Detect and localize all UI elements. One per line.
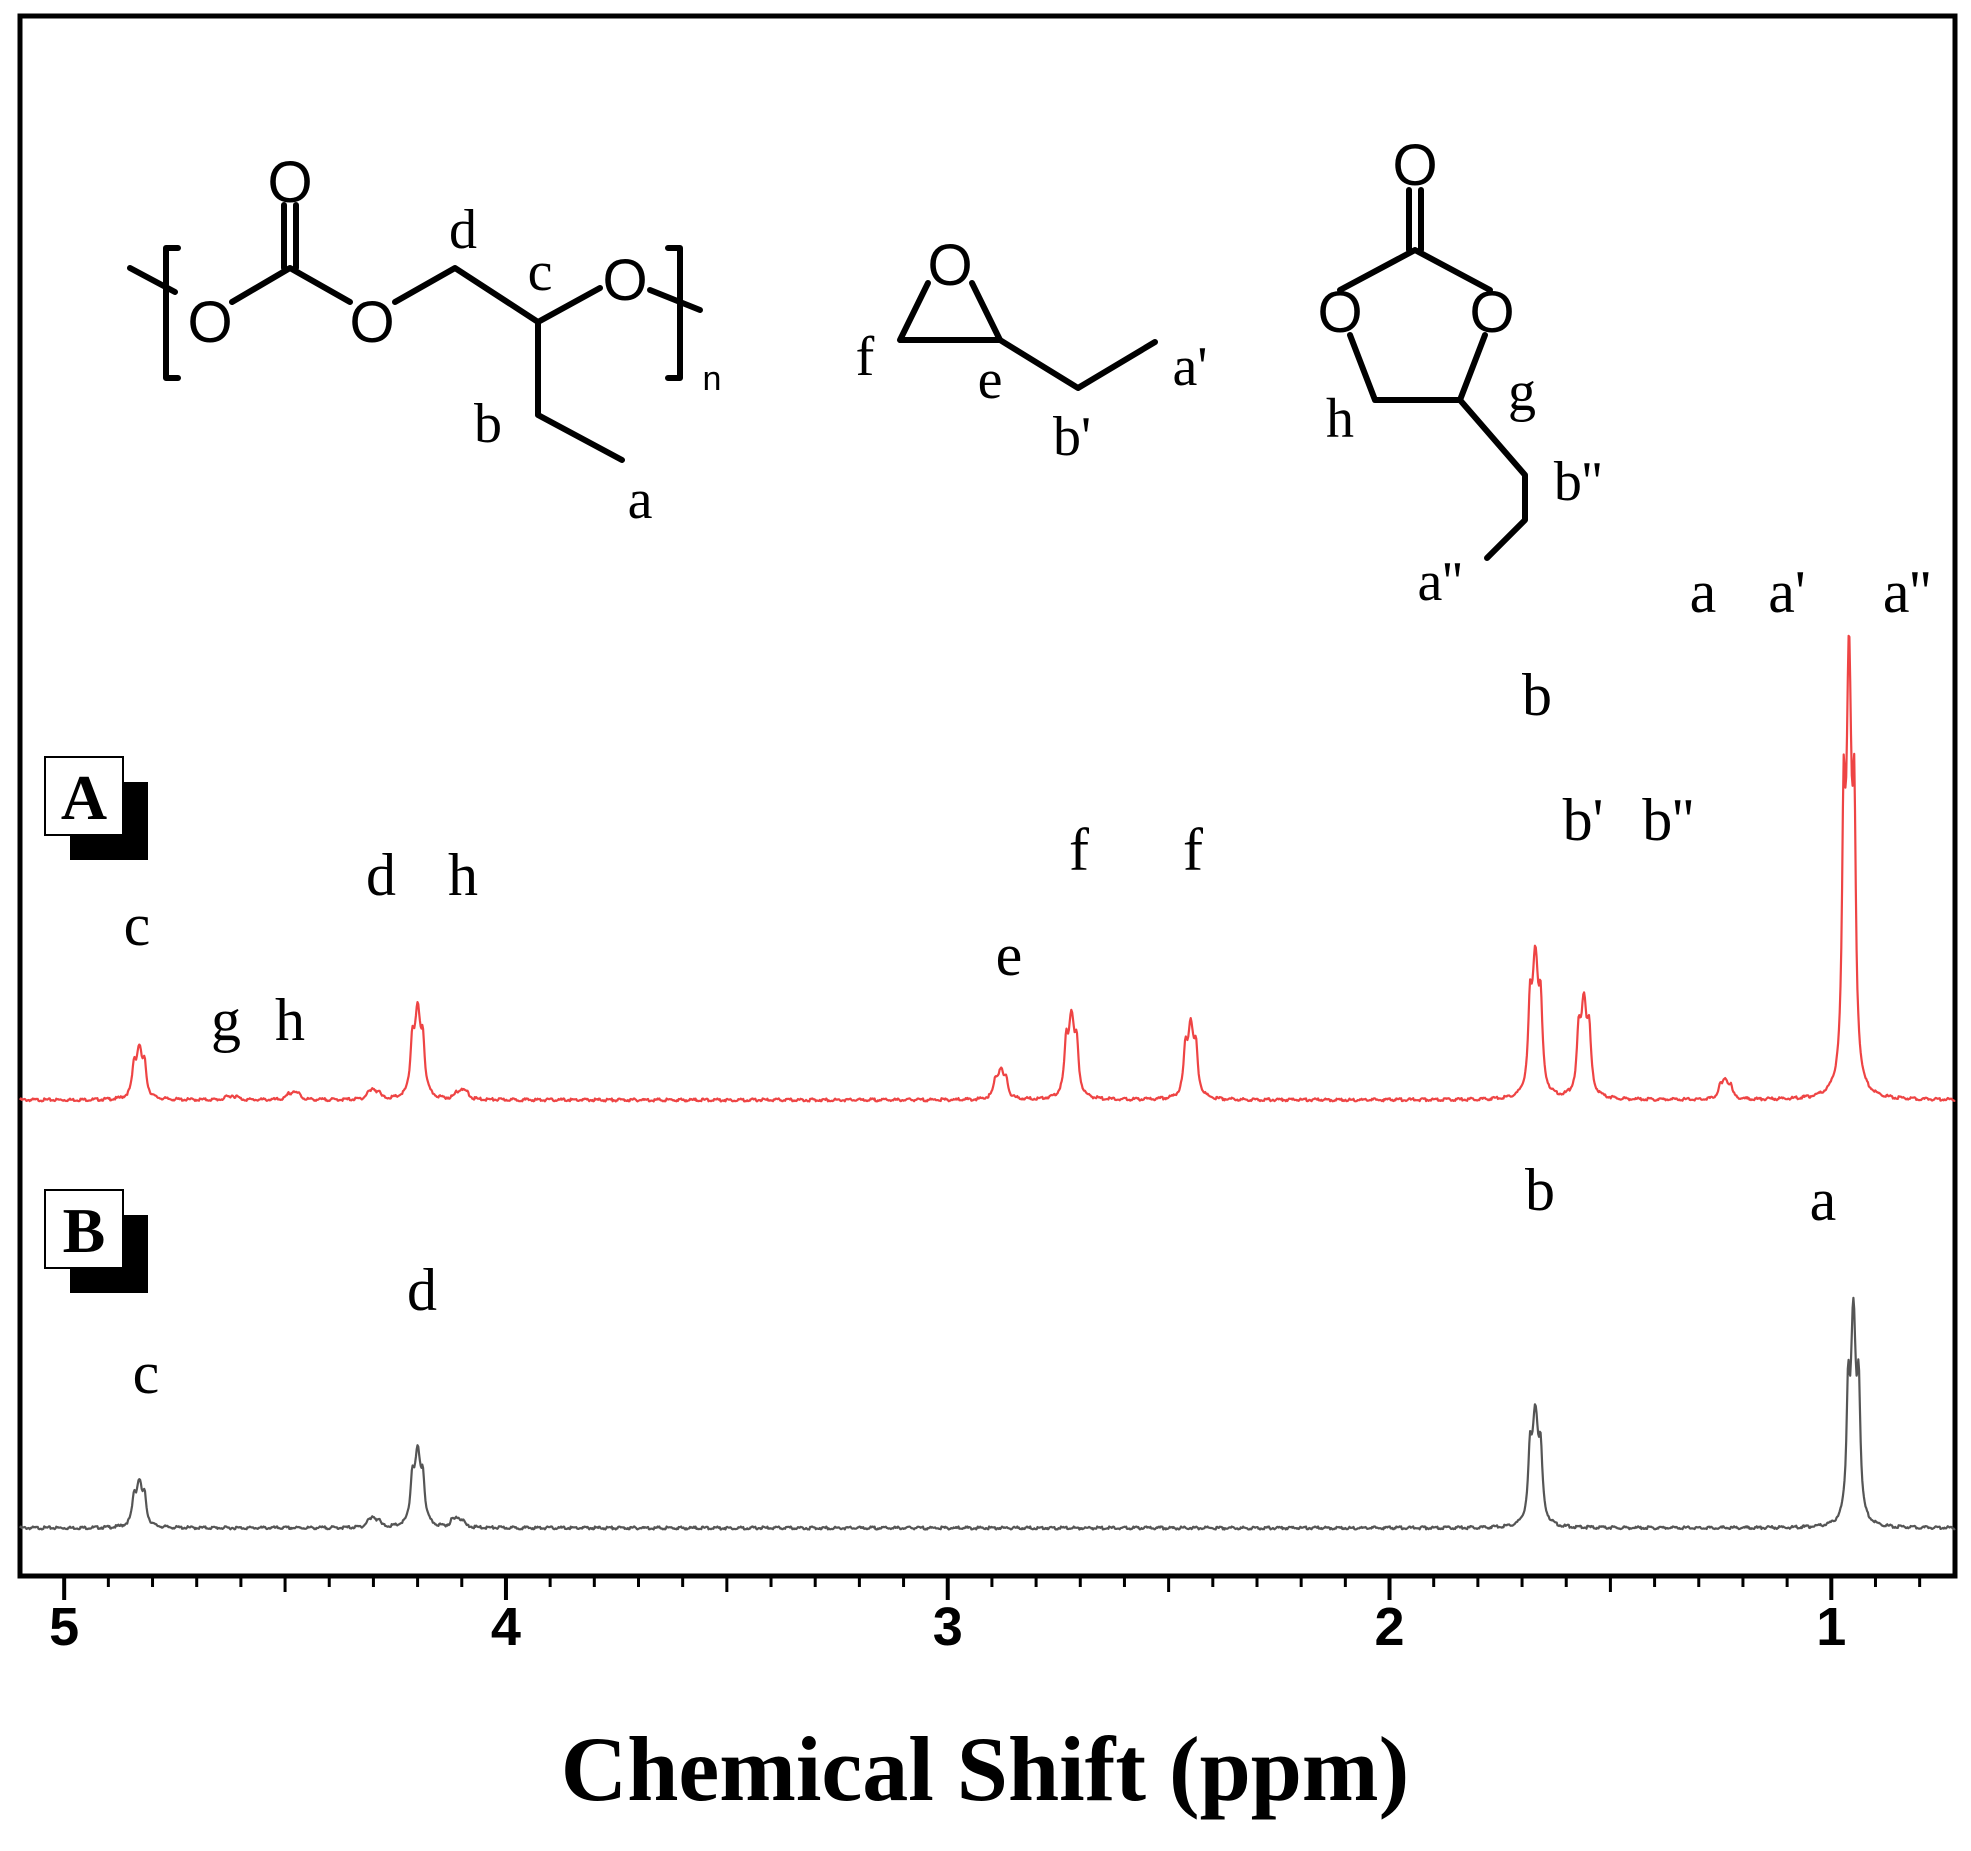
x-tick-label: 1: [1816, 1597, 1846, 1657]
repeat-subscript: n: [703, 360, 722, 398]
structure-label: a: [628, 469, 653, 531]
peak-label: b: [1522, 662, 1552, 728]
atom-label: O: [349, 290, 394, 355]
peak-label: b'': [1642, 787, 1694, 853]
epoxide-structure: O f e a' b': [856, 233, 1208, 468]
plot-frame: [17, 13, 1958, 1579]
peak-label: h: [275, 987, 305, 1053]
panel-label-B: B: [44, 1189, 148, 1293]
peak-label: e: [996, 922, 1023, 988]
peak-label: h: [448, 842, 478, 908]
series-line-A: [19, 634, 1956, 1103]
structure-label: g: [1508, 361, 1536, 423]
series-line-B: [19, 1296, 1956, 1531]
peak-label: f: [1183, 817, 1203, 883]
spectra-layer: [19, 634, 1956, 1531]
polymer-structure: O O O O n d c b a: [127, 150, 722, 531]
x-tick-label: 2: [1374, 1597, 1404, 1657]
carbonate-structure: O O O h g b'' a'': [1317, 133, 1602, 613]
structure-label: f: [856, 326, 875, 388]
peak-label: a': [1768, 559, 1805, 625]
peak-labels-B: c d b a: [133, 1157, 1837, 1406]
panel-label-A: A: [44, 756, 148, 860]
peak-label: g: [211, 987, 241, 1053]
peak-label: f: [1069, 817, 1089, 883]
peak-label: c: [124, 892, 151, 958]
peak-label: d: [407, 1257, 437, 1323]
x-tick-labels: 5 4 3 2 1: [49, 1597, 1846, 1657]
structure-label: b': [1053, 406, 1091, 468]
x-tick-label: 3: [933, 1597, 963, 1657]
structure-label: e: [978, 349, 1003, 411]
x-tick-label: 4: [491, 1597, 521, 1657]
panel-label-A-text: A: [61, 762, 107, 833]
structure-label: b'': [1554, 451, 1602, 513]
peak-label: c: [133, 1340, 160, 1406]
x-axis: [62, 1576, 1922, 1600]
structure-label: h: [1326, 388, 1354, 450]
peak-label: b': [1563, 787, 1604, 853]
structure-label: d: [449, 199, 477, 261]
atom-label: O: [927, 233, 972, 298]
peak-label: a: [1810, 1167, 1837, 1233]
atom-label: O: [1317, 280, 1362, 345]
peak-label: b: [1525, 1157, 1555, 1223]
atom-label: O: [1392, 133, 1437, 198]
atom-label: O: [187, 290, 232, 355]
structure-label: b: [474, 393, 502, 455]
atom-label: O: [602, 248, 647, 313]
atom-label: O: [1469, 280, 1514, 345]
peak-label: d: [366, 842, 396, 908]
peak-label: a'': [1883, 559, 1931, 625]
peak-labels-A: c g h d h e f f b b' b'' a a' a'': [124, 559, 1931, 1053]
structure-label: c: [528, 241, 553, 303]
peak-label: a: [1690, 559, 1717, 625]
x-tick-label: 5: [49, 1597, 79, 1657]
panel-label-B-text: B: [63, 1195, 106, 1266]
x-axis-title: Chemical Shift (ppm): [561, 1718, 1409, 1820]
structure-label: a'': [1417, 551, 1462, 613]
structure-label: a': [1173, 336, 1208, 398]
atom-label: O: [267, 150, 312, 215]
